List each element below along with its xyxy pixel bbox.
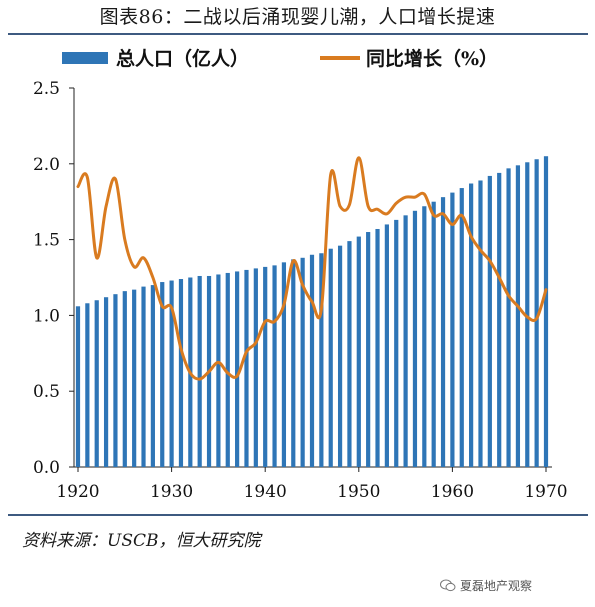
population-bar	[244, 269, 249, 467]
population-bar	[497, 172, 502, 467]
population-bar	[150, 285, 155, 467]
population-bar	[412, 210, 418, 468]
population-bar	[263, 266, 268, 467]
population-bar	[534, 159, 539, 467]
population-bar	[235, 271, 240, 467]
population-bar	[253, 268, 258, 467]
population-bar	[216, 274, 221, 467]
population-bar	[281, 262, 287, 467]
population-bar	[459, 188, 464, 467]
population-bar	[113, 294, 118, 467]
population-bar	[319, 253, 324, 467]
population-bar	[169, 280, 174, 467]
population-bar	[356, 236, 361, 467]
population-bar	[440, 197, 446, 467]
x-tick-label: 1960	[431, 482, 474, 502]
population-bar	[160, 282, 165, 467]
population-bar	[178, 279, 184, 467]
wechat-icon	[440, 579, 456, 592]
y-axis-ticks: 0.0 0.5 1.0 1.5 2.0 2.5	[33, 79, 74, 478]
population-bar	[487, 175, 492, 467]
legend-line-label: 同比增长（%）	[366, 47, 498, 70]
x-tick-label: 1970	[524, 482, 567, 502]
population-bar	[431, 201, 436, 467]
title-divider	[8, 33, 588, 35]
population-bar	[375, 228, 380, 467]
population-bar	[394, 219, 399, 467]
x-tick-label: 1950	[337, 482, 380, 502]
x-tick-label: 1940	[244, 482, 287, 502]
population-bar	[450, 192, 455, 467]
y-tick-label: 0.5	[33, 382, 60, 402]
population-bar	[347, 241, 352, 467]
population-bar	[478, 180, 483, 468]
source-divider	[8, 514, 588, 516]
population-bar	[272, 265, 277, 467]
population-bar	[525, 162, 530, 467]
population-bar	[543, 156, 549, 467]
population-bar	[309, 254, 315, 467]
population-bar	[328, 248, 333, 467]
population-bar	[515, 165, 521, 467]
chart-legend: 总人口（亿人） 同比增长（%）	[62, 47, 498, 70]
x-tick-label: 1930	[150, 482, 193, 502]
y-tick-label: 1.0	[33, 306, 60, 326]
x-axis-ticks: 1920 1930 1940 1950 1960 1970	[56, 467, 568, 502]
population-bar	[291, 259, 296, 467]
population-bar	[94, 300, 99, 467]
population-bar	[384, 224, 389, 467]
population-bar	[300, 257, 305, 467]
population-bar	[337, 245, 343, 467]
y-tick-label: 2.5	[33, 79, 60, 99]
source-note: 资料来源：USCB，恒大研究院	[22, 531, 261, 551]
population-bar	[403, 215, 408, 467]
population-bar	[506, 168, 511, 467]
population-bar	[103, 297, 109, 467]
legend-bar-swatch	[62, 52, 108, 64]
population-bar	[225, 272, 230, 467]
population-bar	[422, 206, 427, 467]
y-tick-label: 2.0	[33, 155, 60, 175]
x-tick-label: 1920	[56, 482, 99, 502]
population-bars	[75, 156, 549, 468]
population-bar	[141, 286, 146, 467]
population-bar	[469, 183, 474, 467]
population-bar	[197, 275, 202, 467]
watermark: 夏磊地产观察	[440, 577, 532, 594]
watermark-text: 夏磊地产观察	[460, 579, 533, 593]
chart-area: 总人口（亿人） 同比增长（%） 0.00.51.01.52.02.5 1920 1…	[33, 47, 568, 502]
growth-rate-line	[76, 156, 548, 381]
population-bar	[75, 306, 81, 467]
chart-title: 图表86：二战以后涌现婴儿潮，人口增长提速	[99, 6, 496, 28]
population-bar	[366, 232, 371, 467]
y-tick-label: 0.0	[33, 458, 60, 478]
population-bar	[122, 291, 127, 467]
population-bar	[85, 303, 90, 467]
population-bar	[132, 289, 137, 467]
legend-bar-label: 总人口（亿人）	[116, 47, 249, 70]
y-tick-label: 1.5	[33, 231, 60, 251]
